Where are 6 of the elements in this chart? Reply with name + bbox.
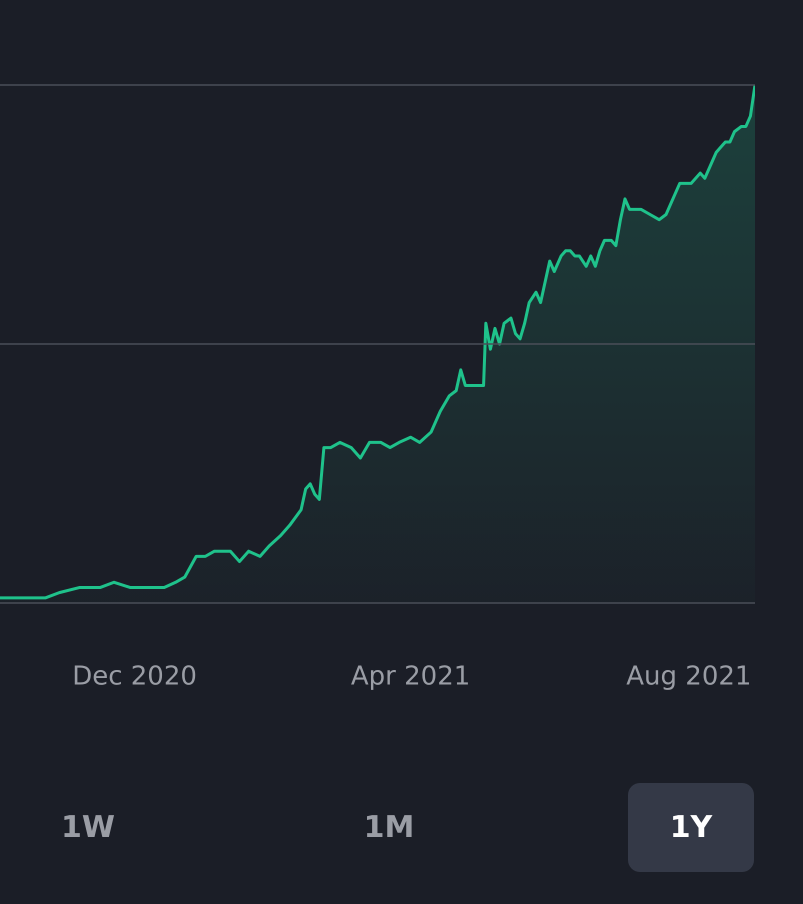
- x-tick-label: Dec 2020: [72, 661, 197, 692]
- x-tick-label: Apr 2021: [350, 661, 470, 692]
- text: 1W: [60, 809, 116, 847]
- x-tick-label: Aug 2021: [626, 661, 752, 692]
- text: 1Y: [628, 783, 754, 872]
- text: 1M: [362, 809, 416, 847]
